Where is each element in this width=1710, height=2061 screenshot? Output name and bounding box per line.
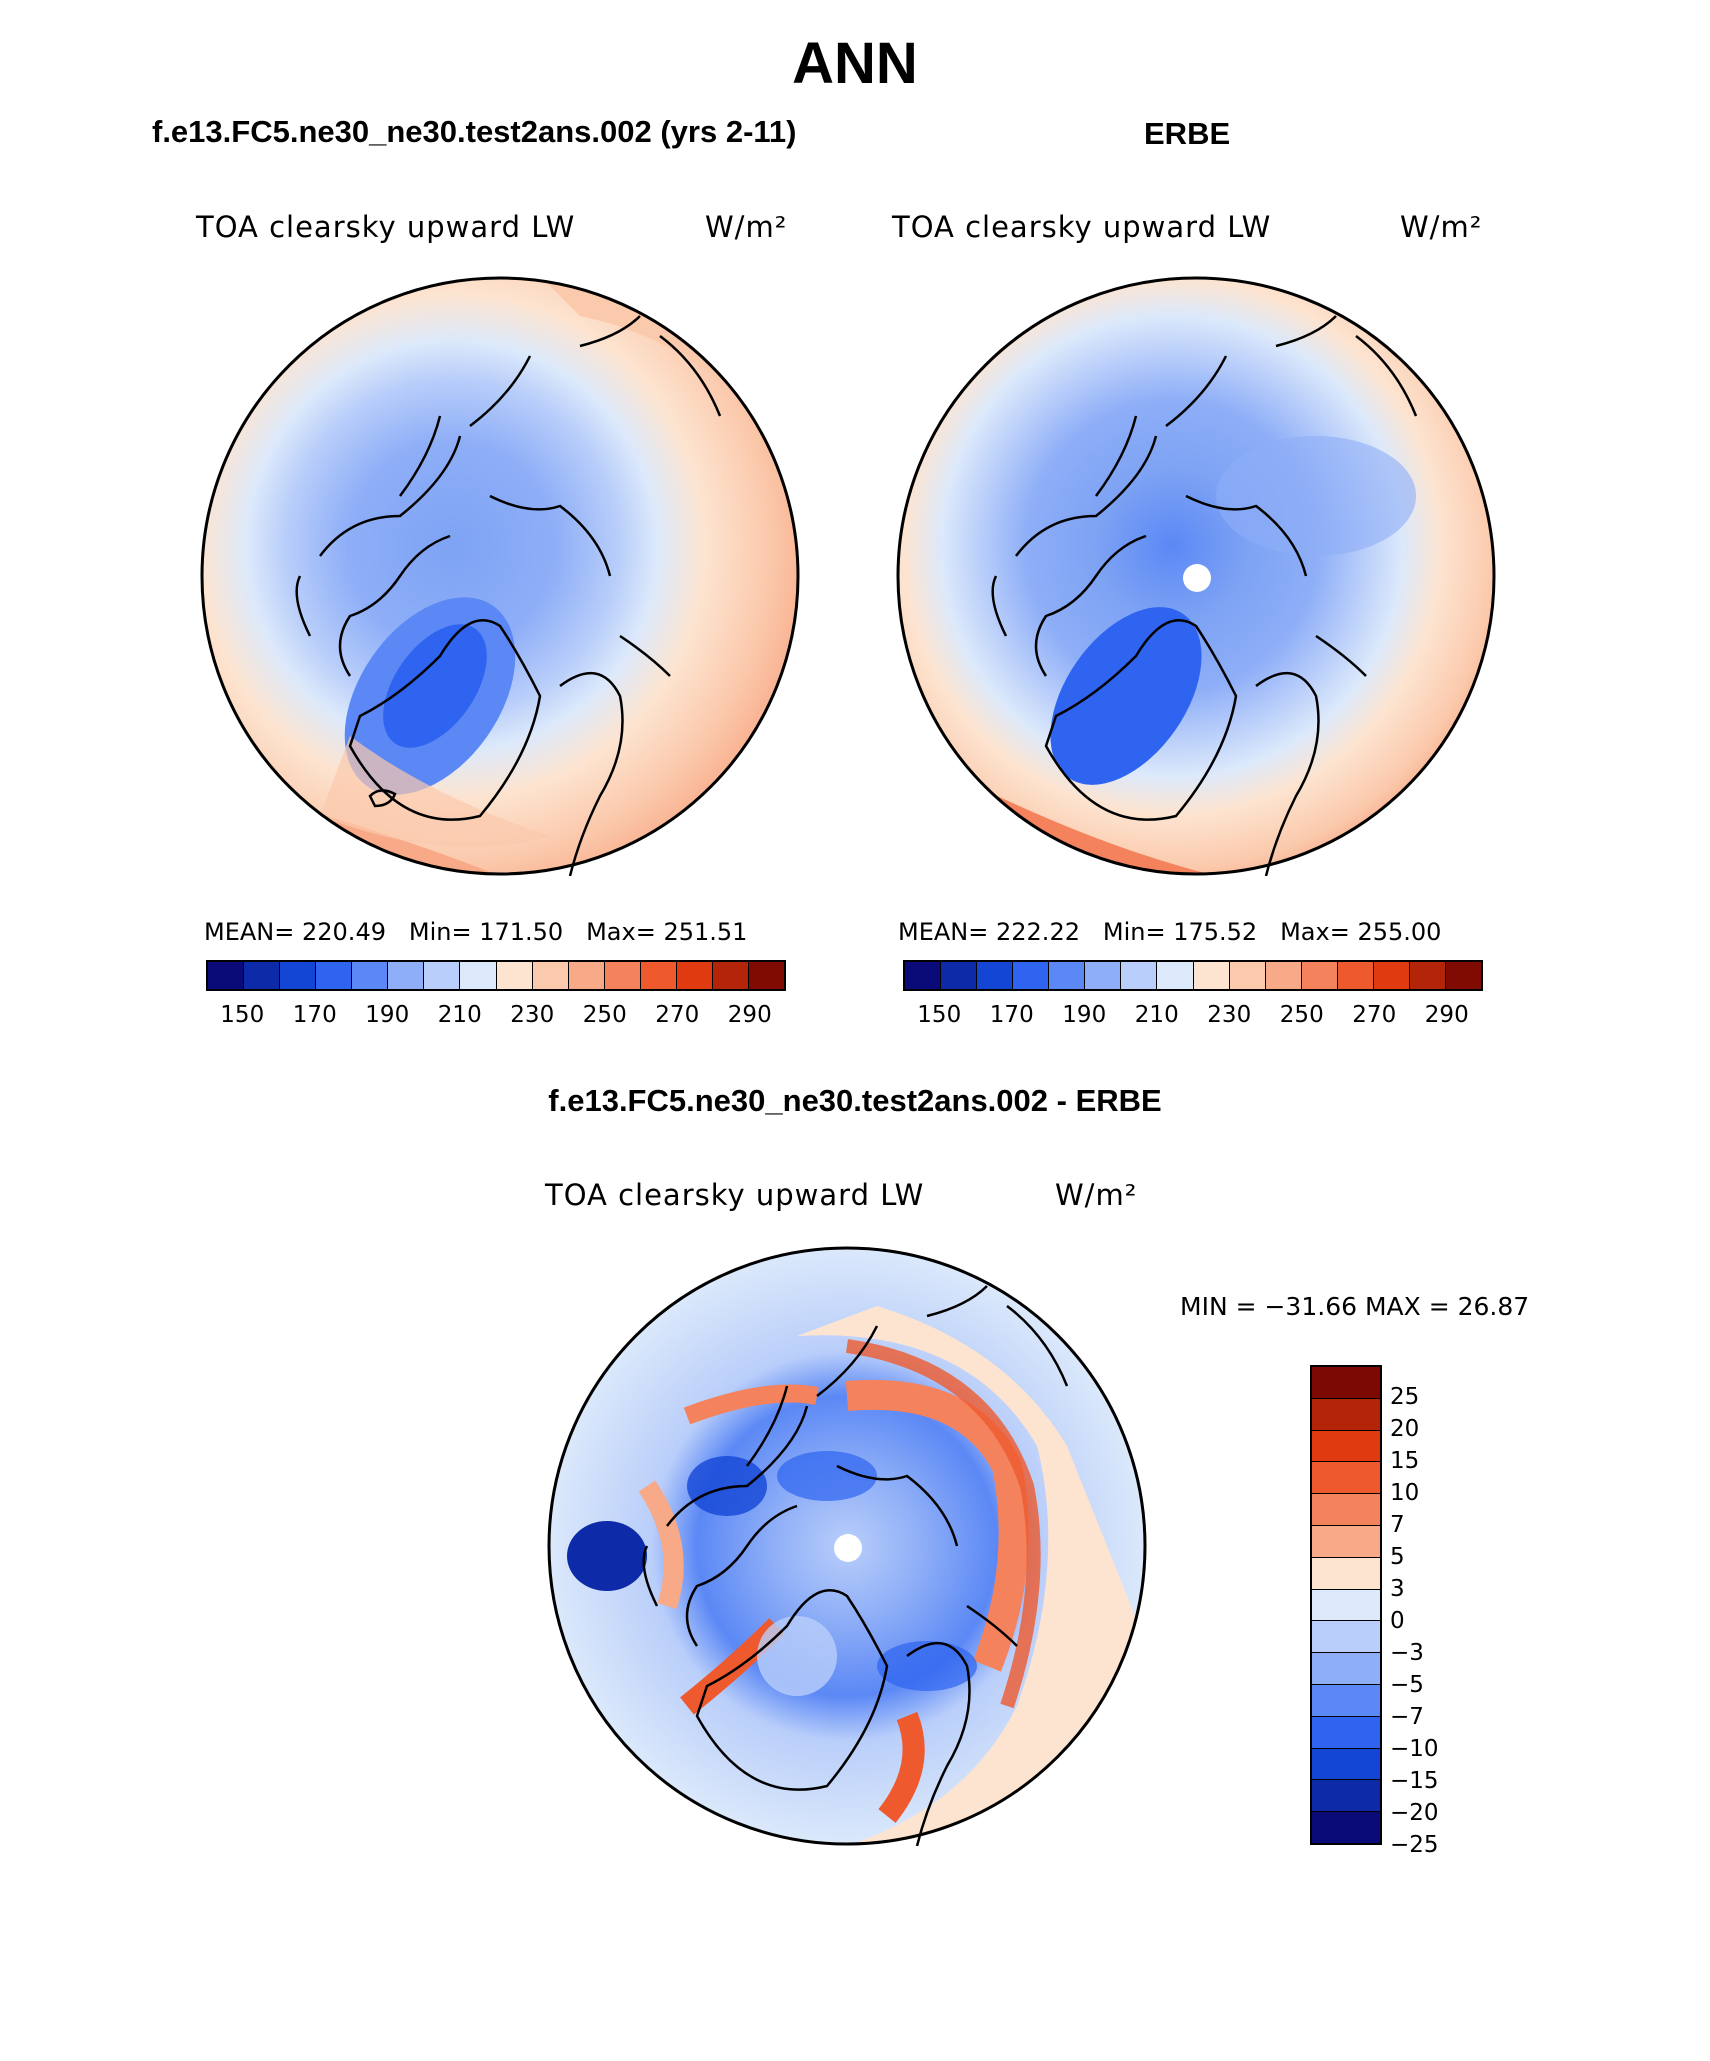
- panel-2-colorbar-tick-label: 210: [1134, 1002, 1179, 1028]
- panel-1-colorbar-swatch: [208, 962, 245, 989]
- panel-1-polar-map: [200, 276, 800, 876]
- panel-2-colorbar-swatch: [1337, 962, 1374, 989]
- panel-2-colorbar-tick-label: 230: [1207, 1002, 1252, 1028]
- panel-1-colorbar-tick-label: 150: [220, 1002, 265, 1028]
- panel-3-stats: MIN = −31.66 MAX = 26.87: [1180, 1292, 1530, 1321]
- panel-3-colorbar-tick-label: −20: [1390, 1800, 1439, 1826]
- panel-1-units-label: W/m²: [705, 210, 788, 244]
- panel-3-colorbar-tick-label: 10: [1390, 1480, 1420, 1506]
- panel-3-subtitle: f.e13.FC5.ne30_ne30.test2ans.002 - ERBE: [548, 1083, 1162, 1118]
- panel-1-stats: MEAN= 220.49 Min= 171.50 Max= 251.51: [204, 918, 748, 946]
- panel-1-colorbar-tick-label: 170: [292, 1002, 337, 1028]
- panel-2-colorbar-swatch: [941, 962, 978, 989]
- panel-1-colorbar-swatch: [388, 962, 425, 989]
- panel-2-colorbar-swatch: [1373, 962, 1410, 989]
- panel-1-colorbar-tick-label: 230: [510, 1002, 555, 1028]
- panel-1-colorbar-swatch: [316, 962, 353, 989]
- panel-3-colorbar-tick-label: −5: [1390, 1672, 1424, 1698]
- panel-3-colorbar: [1310, 1365, 1382, 1845]
- panel-3-colorbar-tick-label: 5: [1390, 1544, 1405, 1570]
- panel-1-colorbar-tick-label: 270: [655, 1002, 700, 1028]
- panel-1-colorbar-swatch: [676, 962, 713, 989]
- panel-1-colorbar-swatch: [496, 962, 533, 989]
- panel-2-units-label: W/m²: [1400, 210, 1483, 244]
- panel-1-colorbar-swatch: [244, 962, 281, 989]
- panel-1-colorbar-swatch: [712, 962, 749, 989]
- panel-3-colorbar-tick-label: 7: [1390, 1512, 1405, 1538]
- panel-1-subtitle: f.e13.FC5.ne30_ne30.test2ans.002 (yrs 2-…: [152, 114, 797, 149]
- panel-3-colorbar-tick-label: −10: [1390, 1736, 1439, 1762]
- panel-3-colorbar-swatch: [1312, 1367, 1380, 1399]
- panel-3-colorbar-tick-label: −25: [1390, 1832, 1439, 1858]
- panel-2-colorbar-tick-label: 150: [917, 1002, 962, 1028]
- panel-1-colorbar-swatch: [424, 962, 461, 989]
- panel-2-colorbar-swatch: [1049, 962, 1086, 989]
- panel-3-colorbar-swatch: [1312, 1653, 1380, 1685]
- panel-3-colorbar-tick-label: −3: [1390, 1640, 1424, 1666]
- panel-2-colorbar-swatch: [1445, 962, 1481, 989]
- panel-3-colorbar-tick-label: 15: [1390, 1448, 1420, 1474]
- panel-3-units-label: W/m²: [1055, 1178, 1138, 1212]
- panel-2-colorbar-swatch: [1157, 962, 1194, 989]
- panel-2-colorbar-tick-label: 190: [1062, 1002, 1107, 1028]
- panel-3-colorbar-swatch: [1312, 1780, 1380, 1813]
- panel-3-colorbar-tick-label: −7: [1390, 1704, 1424, 1730]
- panel-3-colorbar-swatch: [1312, 1398, 1380, 1431]
- panel-2-colorbar-swatch: [1013, 962, 1050, 989]
- panel-2-colorbar: [903, 960, 1483, 991]
- panel-1-colorbar-swatch: [352, 962, 389, 989]
- panel-1-colorbar: [206, 960, 786, 991]
- panel-3-colorbar-tick-label: 20: [1390, 1416, 1420, 1442]
- panel-2-colorbar-swatch: [1265, 962, 1302, 989]
- panel-1-colorbar-swatch: [640, 962, 677, 989]
- panel-1-colorbar-swatch: [568, 962, 605, 989]
- panel-3-colorbar-swatch: [1312, 1494, 1380, 1526]
- panel-2-colorbar-swatch: [1301, 962, 1338, 989]
- panel-1-colorbar-tick-label: 290: [727, 1002, 772, 1028]
- panel-3-colorbar-swatch: [1312, 1812, 1380, 1843]
- panel-3-variable-label: TOA clearsky upward LW: [545, 1178, 925, 1212]
- panel-1-colorbar-swatch: [280, 962, 317, 989]
- panel-3-colorbar-swatch: [1312, 1748, 1380, 1781]
- panel-2-stats: MEAN= 222.22 Min= 175.52 Max= 255.00: [898, 918, 1442, 946]
- panel-3-colorbar-tick-label: 0: [1390, 1608, 1405, 1634]
- panel-3-colorbar-tick-label: 3: [1390, 1576, 1405, 1602]
- panel-3-colorbar-swatch: [1312, 1621, 1380, 1654]
- panel-3-colorbar-swatch: [1312, 1589, 1380, 1622]
- panel-2-colorbar-swatch: [1085, 962, 1122, 989]
- panel-1-colorbar-tick-label: 190: [365, 1002, 410, 1028]
- panel-3-colorbar-tick-label: −15: [1390, 1768, 1439, 1794]
- panel-3-colorbar-swatch: [1312, 1684, 1380, 1717]
- panel-2-colorbar-swatch: [1121, 962, 1158, 989]
- panel-2-colorbar-tick-label: 270: [1352, 1002, 1397, 1028]
- panel-2-subtitle: ERBE: [1144, 116, 1231, 151]
- panel-1-variable-label: TOA clearsky upward LW: [196, 210, 576, 244]
- panel-3-colorbar-swatch: [1312, 1462, 1380, 1495]
- panel-2-colorbar-swatch: [1409, 962, 1446, 989]
- panel-1-colorbar-swatch: [532, 962, 569, 989]
- panel-3-colorbar-tick-label: 25: [1390, 1384, 1420, 1410]
- panel-1-colorbar-swatch: [460, 962, 497, 989]
- panel-2-colorbar-swatch: [1193, 962, 1230, 989]
- panel-3-colorbar-swatch: [1312, 1525, 1380, 1558]
- panel-3-difference-polar-map: [547, 1246, 1147, 1846]
- panel-1-colorbar-tick-label: 250: [582, 1002, 627, 1028]
- panel-2-colorbar-tick-label: 250: [1279, 1002, 1324, 1028]
- panel-1-colorbar-swatch: [748, 962, 784, 989]
- panel-2-colorbar-tick-label: 290: [1424, 1002, 1469, 1028]
- panel-1-colorbar-tick-label: 210: [437, 1002, 482, 1028]
- panel-2-variable-label: TOA clearsky upward LW: [892, 210, 1272, 244]
- panel-2-colorbar-swatch: [977, 962, 1014, 989]
- panel-3-colorbar-swatch: [1312, 1430, 1380, 1463]
- panel-1-colorbar-swatch: [604, 962, 641, 989]
- panel-2-colorbar-swatch: [1229, 962, 1266, 989]
- panel-3-colorbar-swatch: [1312, 1557, 1380, 1590]
- panel-2-polar-map: [896, 276, 1496, 876]
- figure-title: ANN: [792, 31, 918, 96]
- panel-2-colorbar-tick-label: 170: [989, 1002, 1034, 1028]
- panel-3-colorbar-swatch: [1312, 1716, 1380, 1749]
- panel-2-colorbar-swatch: [905, 962, 942, 989]
